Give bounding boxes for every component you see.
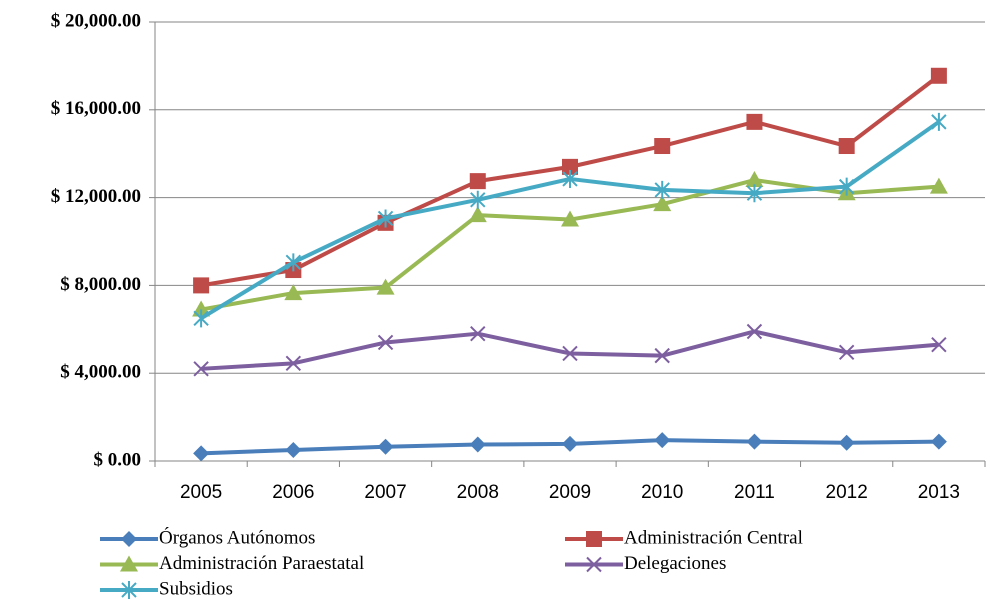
legend-label: Delegaciones [624,553,726,574]
legend-label: Administración Central [624,527,803,548]
marker [561,210,579,227]
y-tick-label: $ 8,000.00 [60,274,141,295]
line [200,329,940,371]
marker [468,206,487,223]
y-tick-label: $ 16,000.00 [51,98,141,119]
x-tick-label: 2013 [918,482,960,503]
marker [376,278,395,295]
marker [745,171,764,188]
marker [654,347,670,364]
x-tick-label: 2007 [364,482,406,503]
marker [586,531,602,547]
line [200,178,940,312]
marker [746,184,763,203]
marker [930,433,947,450]
marker [285,355,302,372]
series [192,171,948,317]
x-tick-label: 2011 [734,482,775,503]
marker [193,361,209,377]
y-tick-label: $ 12,000.00 [51,186,141,207]
marker [929,177,948,194]
legend-label: Órganos Autónomos [159,526,315,548]
marker [121,581,137,599]
x-tick-label: 2012 [826,482,868,503]
marker [193,277,210,294]
marker [121,531,137,547]
marker [284,284,303,301]
marker [377,438,394,455]
marker [193,309,209,328]
legend-label: Subsidios [159,578,233,599]
series [193,323,947,377]
marker [930,67,947,84]
legend-label: Administración Paraestatal [159,553,364,574]
marker [285,253,302,272]
marker [654,138,671,155]
marker [838,344,855,361]
marker [562,345,578,362]
x-tick-label: 2010 [641,482,683,503]
marker [562,169,578,188]
marker [562,435,578,452]
marker [470,190,486,209]
marker [469,436,486,453]
x-tick-label: 2008 [457,482,499,503]
x-tick-label: 2006 [272,482,314,503]
marker [654,180,670,199]
marker [469,173,486,190]
marker [193,445,210,462]
y-tick-label: $ 0.00 [94,449,142,470]
marker [285,442,302,459]
marker [377,334,394,351]
y-tick-label: $ 20,000.00 [51,10,141,31]
x-tick-label: 2005 [180,482,222,503]
series [193,112,947,328]
marker [746,323,763,340]
y-tick-label: $ 4,000.00 [60,362,141,383]
marker [931,336,947,353]
marker [377,209,394,228]
marker [746,433,763,450]
series [193,432,947,462]
marker [470,325,486,342]
marker [562,158,578,175]
x-tick-label: 2009 [549,482,591,503]
marker [586,556,602,573]
marker [838,177,855,196]
marker [746,113,763,130]
marker [838,138,855,155]
marker [653,195,672,212]
marker [931,112,947,131]
marker [120,555,138,572]
marker [654,432,671,449]
marker [838,434,855,451]
